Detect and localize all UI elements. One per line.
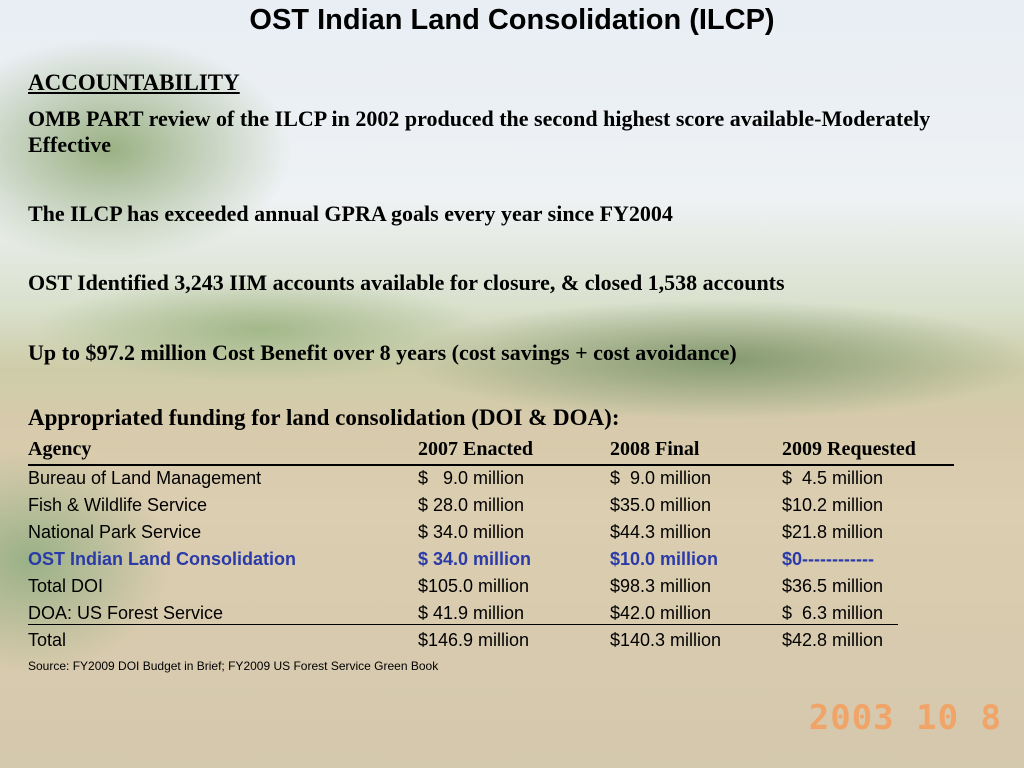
value-2009: $10.2 million xyxy=(782,495,884,515)
agency-cell: Total xyxy=(28,630,67,650)
value-2009: $42.8 million xyxy=(782,630,884,650)
agency-cell: Total DOI xyxy=(28,576,104,596)
funding-heading: Appropriated funding for land consolidat… xyxy=(28,405,620,430)
table-row-highlighted: OST Indian Land Consolidation $ 34.0 mil… xyxy=(28,546,968,573)
paragraph-cost-benefit: Up to $97.2 million Cost Benefit over 8 … xyxy=(28,340,737,365)
value-2008: $ 9.0 million xyxy=(610,468,712,488)
table-row: Bureau of Land Management $ 9.0 million … xyxy=(28,465,968,492)
table-row: National Park Service $ 34.0 million $44… xyxy=(28,519,968,546)
table-row-total: Total $146.9 million $140.3 million $42.… xyxy=(28,627,968,654)
agency-cell: DOA: US Forest Service xyxy=(28,603,224,623)
value-2007: $ 34.0 million xyxy=(418,522,525,542)
table-row: DOA: US Forest Service $ 41.9 million $4… xyxy=(28,600,968,627)
table-header-row: Agency 2007 Enacted 2008 Final 2009 Requ… xyxy=(28,438,968,466)
funding-table: Agency 2007 Enacted 2008 Final 2009 Requ… xyxy=(28,438,968,654)
paragraph-omb-part: OMB PART review of the ILCP in 2002 prod… xyxy=(28,106,931,157)
photo-date-stamp: 2003 10 8 xyxy=(808,698,1002,738)
value-2009: $ 4.5 million xyxy=(782,468,884,488)
header-2007: 2007 Enacted xyxy=(418,438,533,460)
value-2009: $ 6.3 million xyxy=(782,603,884,623)
value-2009: $21.8 million xyxy=(782,522,884,542)
value-2008: $44.3 million xyxy=(610,522,712,542)
value-2008: $42.0 million xyxy=(610,603,712,623)
slide-title: OST Indian Land Consolidation (ILCP) xyxy=(249,4,775,36)
value-2009: $36.5 million xyxy=(782,576,884,596)
value-2007: $ 41.9 million xyxy=(418,603,525,623)
table-row: Total DOI $105.0 million $98.3 million $… xyxy=(28,573,968,600)
value-2007: $ 34.0 million xyxy=(418,549,532,569)
value-2007: $146.9 million xyxy=(418,630,530,650)
paragraph-gpra-goals: The ILCP has exceeded annual GPRA goals … xyxy=(28,201,673,226)
value-2008: $98.3 million xyxy=(610,576,712,596)
value-2007: $105.0 million xyxy=(418,576,530,596)
header-2009: 2009 Requested xyxy=(782,438,916,460)
agency-cell: Fish & Wildlife Service xyxy=(28,495,208,515)
value-2007: $ 9.0 million xyxy=(418,468,525,488)
header-agency: Agency xyxy=(28,438,92,460)
header-2008: 2008 Final xyxy=(610,438,700,460)
value-2008: $35.0 million xyxy=(610,495,712,515)
value-2009: $0------------ xyxy=(782,549,874,569)
value-2008: $140.3 million xyxy=(610,630,722,650)
agency-cell: National Park Service xyxy=(28,522,202,542)
source-note: Source: FY2009 DOI Budget in Brief; FY20… xyxy=(28,659,439,673)
accountability-heading: ACCOUNTABILITY xyxy=(28,70,240,95)
agency-cell: Bureau of Land Management xyxy=(28,468,262,488)
value-2008: $10.0 million xyxy=(610,549,719,569)
agency-cell: OST Indian Land Consolidation xyxy=(28,549,296,569)
value-2007: $ 28.0 million xyxy=(418,495,525,515)
table-row: Fish & Wildlife Service $ 28.0 million $… xyxy=(28,492,968,519)
paragraph-iim-accounts: OST Identified 3,243 IIM accounts availa… xyxy=(28,270,785,295)
